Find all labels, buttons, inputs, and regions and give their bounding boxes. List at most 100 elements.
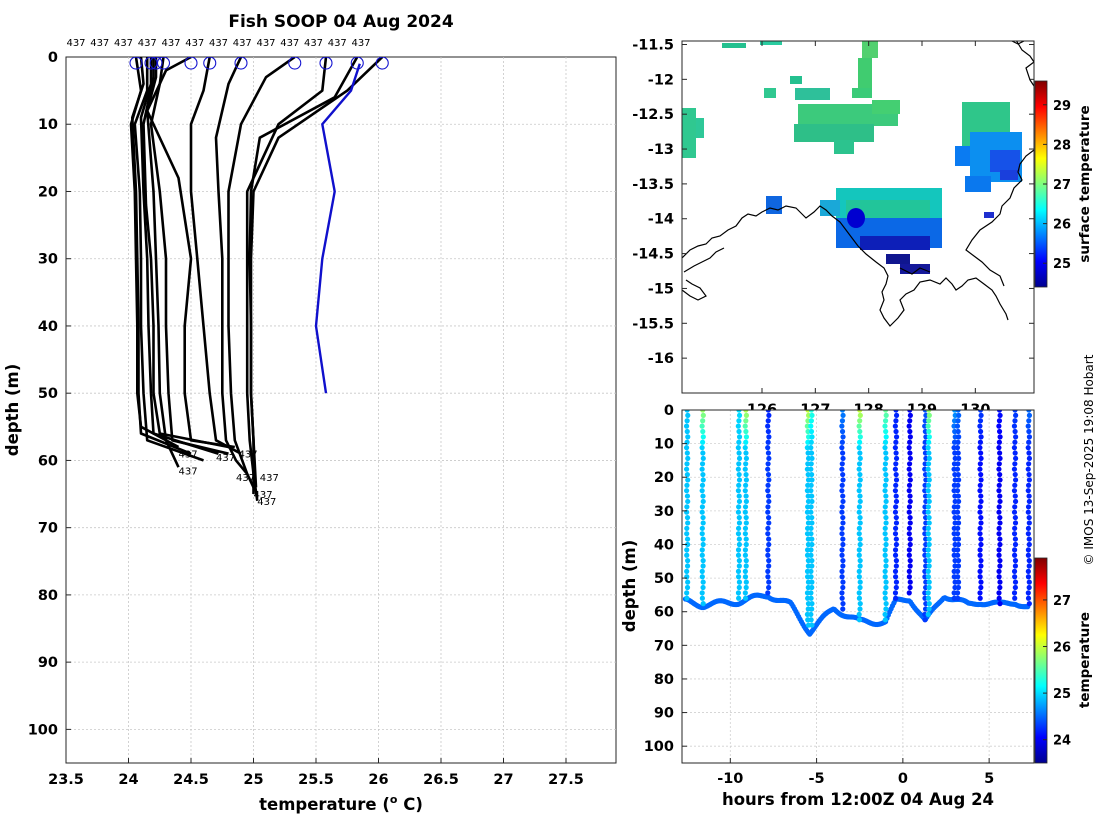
td-cast-point — [996, 423, 1002, 429]
td-cast-point — [736, 482, 742, 488]
td-cast-point — [925, 574, 931, 580]
td-cast-point — [765, 450, 772, 456]
profile-line — [133, 57, 204, 462]
td-cast-point — [893, 412, 900, 418]
map-cb-tick-label: 29 — [1053, 99, 1071, 114]
td-cast-point — [742, 547, 749, 553]
td-cast-point — [1011, 568, 1018, 574]
td-cast-point — [1011, 531, 1018, 537]
td-cast-point — [925, 525, 931, 531]
td-cast-point — [856, 611, 862, 618]
td-cast-point — [808, 439, 814, 445]
profile-line — [139, 57, 219, 455]
profile-x-label: temperature (o C) — [259, 793, 423, 814]
td-cast-point — [925, 590, 931, 596]
td-cast-point — [893, 439, 899, 445]
profile-line — [214, 57, 249, 475]
map-cb-tick-label: 27 — [1053, 178, 1071, 193]
td-cast-point — [839, 428, 846, 435]
td-cast-point — [735, 590, 742, 596]
td-cast-point — [977, 482, 983, 488]
td-cast-point — [1026, 498, 1032, 505]
td-cast-point — [765, 590, 771, 596]
timedepth-axes-box — [681, 409, 1035, 764]
td-cast-point — [1025, 466, 1031, 472]
td-cast-point — [684, 547, 690, 553]
td-cast-point — [856, 617, 863, 623]
td-cast-point — [857, 563, 863, 569]
td-cast-point — [977, 525, 983, 531]
td-cast-point — [892, 531, 899, 537]
td-cast-point — [808, 590, 814, 596]
td-cast-point — [765, 418, 771, 424]
td-cast-point — [977, 590, 983, 596]
td-cast-point — [996, 509, 1002, 515]
td-cast-point — [683, 445, 690, 451]
td-cast-point — [893, 563, 899, 569]
td-cast-point — [925, 552, 931, 558]
td-cast-point — [1011, 488, 1018, 494]
td-cast-point — [1026, 601, 1032, 607]
td-cast-point — [808, 509, 814, 515]
y-tick-label: 10 — [38, 117, 58, 133]
td-cast-point — [907, 514, 913, 521]
profile-line — [245, 57, 328, 501]
td-cast-point — [766, 563, 772, 569]
td-cast-point — [700, 477, 706, 483]
td-cast-point — [996, 552, 1002, 558]
td-cast-point — [906, 461, 913, 467]
td-cast-point — [955, 568, 961, 574]
td-cast-point — [839, 461, 845, 467]
td-cast-point — [700, 434, 706, 440]
td-cast-point — [736, 595, 742, 601]
td-cast-point — [907, 418, 913, 424]
td-cast-point — [892, 590, 899, 596]
timedepth-colorbar — [1034, 557, 1048, 764]
td-cast-point — [840, 579, 846, 585]
td-cast-point — [766, 514, 772, 521]
chart-title: Fish SOOP 04 Aug 2024 — [228, 12, 454, 32]
td-cast-point — [906, 504, 913, 510]
td-cast-point — [893, 428, 899, 435]
td-cast-point — [955, 558, 962, 564]
td-cast-point — [699, 595, 705, 601]
td-cast-point — [765, 488, 771, 494]
td-cast-point — [1026, 439, 1032, 445]
td-cast-point — [736, 536, 742, 542]
td-cast-point — [857, 455, 863, 462]
td-cast-point — [882, 509, 888, 515]
td-cast-point — [736, 428, 742, 435]
td-cast-point — [996, 531, 1002, 537]
td-cast-point — [893, 498, 900, 505]
td-cast-point — [743, 558, 749, 564]
td-cast-point — [893, 584, 899, 591]
td-cast-point — [808, 488, 814, 494]
map-cb-tick-label: 25 — [1053, 257, 1071, 272]
td-cast-point — [893, 450, 899, 456]
td-cast-point — [809, 455, 815, 462]
td-cast-point — [882, 574, 888, 580]
cast-bottom-label: 437 — [179, 450, 198, 461]
td-cast-point — [977, 445, 983, 451]
td-cast-point — [997, 498, 1003, 505]
td-y-tick-label: 80 — [654, 672, 674, 688]
td-cast-point — [1025, 482, 1032, 488]
td-cast-point — [893, 558, 899, 564]
td-cast-point — [742, 590, 748, 596]
td-cast-point — [883, 434, 889, 440]
td-cast-point — [955, 574, 961, 580]
map-y-tick-label: -14.5 — [632, 247, 674, 263]
td-cast-point — [996, 418, 1003, 424]
td-cast-point — [977, 547, 983, 553]
td-cast-point — [1011, 590, 1018, 596]
td-cast-point — [735, 525, 742, 531]
td-cast-point — [926, 493, 932, 499]
td-cast-point — [997, 493, 1003, 499]
y-tick-label: 90 — [38, 655, 58, 671]
td-y-tick-label: 0 — [664, 403, 674, 419]
map-content — [682, 41, 1034, 327]
td-cast-point — [840, 563, 846, 569]
td-cast-point — [857, 498, 863, 505]
td-cast-point — [743, 541, 749, 548]
td-cast-point — [926, 514, 932, 521]
